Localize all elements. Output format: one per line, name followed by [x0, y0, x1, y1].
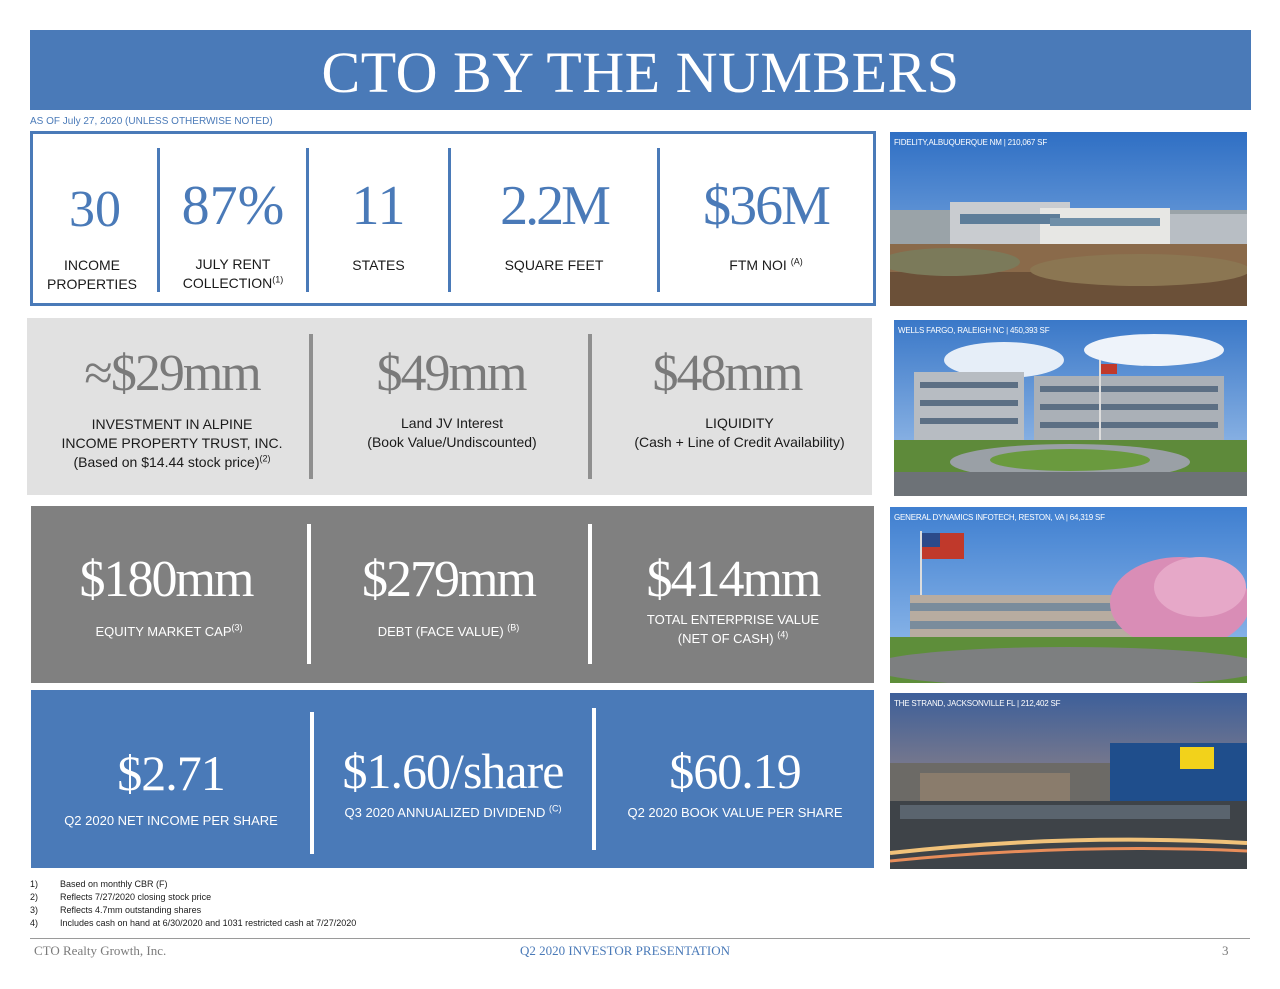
stat-value-liquidity: $48mm — [652, 345, 804, 402]
stat-label-income-properties: INCOME PROPERTIES — [47, 257, 137, 292]
stat-value-book-value-per-share: $60.19 — [669, 743, 802, 799]
footnote: 4) Includes cash on hand at 6/30/2020 and… — [30, 918, 357, 928]
stat-label-liquidity: LIQUIDITY (Cash + Line of Credit Availab… — [634, 415, 845, 450]
divider — [657, 148, 660, 292]
key-stats-panel: 30 INCOME PROPERTIES 87% JULY RENT COLLE… — [30, 131, 876, 306]
stat-label-annualized-dividend: Q3 2020 ANNUALIZED DIVIDEND (C) — [344, 803, 562, 820]
stat-value-income-properties: 30 — [69, 181, 121, 238]
stat-label-ftm-noi: FTM NOI (A) — [729, 256, 803, 273]
footnotes: 1) Based on monthly CBR (F) 2) Reflects 7/… — [30, 878, 356, 930]
stat-value-debt: $279mm — [362, 551, 537, 608]
footer-company: CTO Realty Growth, Inc. — [34, 943, 167, 958]
divider — [307, 524, 311, 664]
per-share-panel: $2.71 Q2 2020 NET INCOME PER SHARE $1.60… — [31, 690, 874, 868]
stat-label-square-feet: SQUARE FEET — [504, 257, 604, 273]
stat-label-enterprise-value: TOTAL ENTERPRISE VALUE (NET OF CASH) (4) — [646, 612, 820, 646]
photo-caption: WELLS FARGO, RALEIGH NC | 450,393 SF — [898, 326, 1050, 335]
stat-value-annualized-dividend: $1.60/share — [342, 743, 565, 799]
divider — [309, 334, 313, 479]
divider — [588, 334, 592, 479]
photo-caption: FIDELITY,ALBUQUERQUE NM | 210,067 SF — [894, 138, 1048, 147]
stat-label-equity-market-cap: EQUITY MARKET CAP(3) — [95, 622, 243, 639]
property-photo-general-dynamics: GENERAL DYNAMICS INFOTECH, RESTON, VA | … — [890, 507, 1247, 683]
stat-value-ftm-noi: $36M — [703, 175, 831, 237]
stat-label-rent-collection: JULY RENT COLLECTION(1) — [182, 256, 284, 291]
stat-value-land-jv: $49mm — [376, 345, 528, 402]
divider — [448, 148, 451, 292]
photo-caption: GENERAL DYNAMICS INFOTECH, RESTON, VA | … — [894, 513, 1105, 522]
stat-value-states: 11 — [351, 175, 406, 237]
divider — [588, 524, 592, 664]
footnote: 3) Reflects 4.7mm outstanding shares — [30, 905, 202, 915]
footnote: 2) Reflects 7/27/2020 closing stock price — [30, 892, 212, 902]
stat-label-net-income-per-share: Q2 2020 NET INCOME PER SHARE — [64, 813, 278, 828]
footnote: 1) Based on monthly CBR (F) — [30, 879, 168, 889]
divider — [592, 708, 596, 850]
footer-presentation-title: Q2 2020 INVESTOR PRESENTATION — [520, 943, 730, 958]
page-title: CTO BY THE NUMBERS — [30, 30, 1251, 110]
investments-panel: ≈$29mm INVESTMENT IN ALPINE INCOME PROPE… — [27, 318, 872, 495]
stat-value-square-feet: 2.2M — [500, 175, 611, 237]
capitalization-panel: $180mm EQUITY MARKET CAP(3) $279mm DEBT … — [31, 506, 874, 683]
stat-value-net-income-per-share: $2.71 — [117, 745, 226, 801]
property-photo-fidelity: FIDELITY,ALBUQUERQUE NM | 210,067 SF — [890, 132, 1247, 306]
stat-value-enterprise-value: $414mm — [646, 551, 822, 608]
stat-label-alpine-investment: INVESTMENT IN ALPINE INCOME PROPERTY TRU… — [61, 416, 283, 470]
stat-value-alpine-investment: ≈$29mm — [84, 345, 261, 402]
page-number: 3 — [1222, 943, 1229, 958]
divider — [306, 148, 309, 292]
stat-label-book-value-per-share: Q2 2020 BOOK VALUE PER SHARE — [627, 805, 843, 820]
stat-value-equity-market-cap: $180mm — [79, 551, 255, 608]
as-of-note: AS OF July 27, 2020 (UNLESS OTHERWISE NO… — [30, 116, 273, 127]
stat-value-rent-collection: 87% — [181, 175, 285, 237]
footer-divider — [30, 938, 1250, 939]
property-photo-wells-fargo: WELLS FARGO, RALEIGH NC | 450,393 SF — [894, 320, 1247, 496]
stat-label-land-jv: Land JV Interest (Book Value/Undiscounte… — [367, 415, 537, 450]
stat-label-states: STATES — [352, 257, 405, 273]
photo-caption: THE STRAND, JACKSONVILLE FL | 212,402 SF — [894, 699, 1061, 708]
property-photo-the-strand: THE STRAND, JACKSONVILLE FL | 212,402 SF — [890, 693, 1247, 869]
divider — [157, 148, 160, 292]
stat-label-debt: DEBT (FACE VALUE) (B) — [377, 622, 520, 639]
divider — [310, 712, 314, 854]
